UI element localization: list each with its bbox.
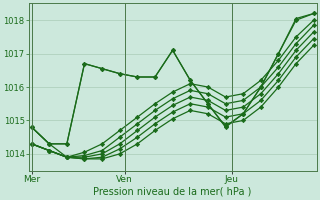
X-axis label: Pression niveau de la mer( hPa ): Pression niveau de la mer( hPa ) <box>93 187 252 197</box>
